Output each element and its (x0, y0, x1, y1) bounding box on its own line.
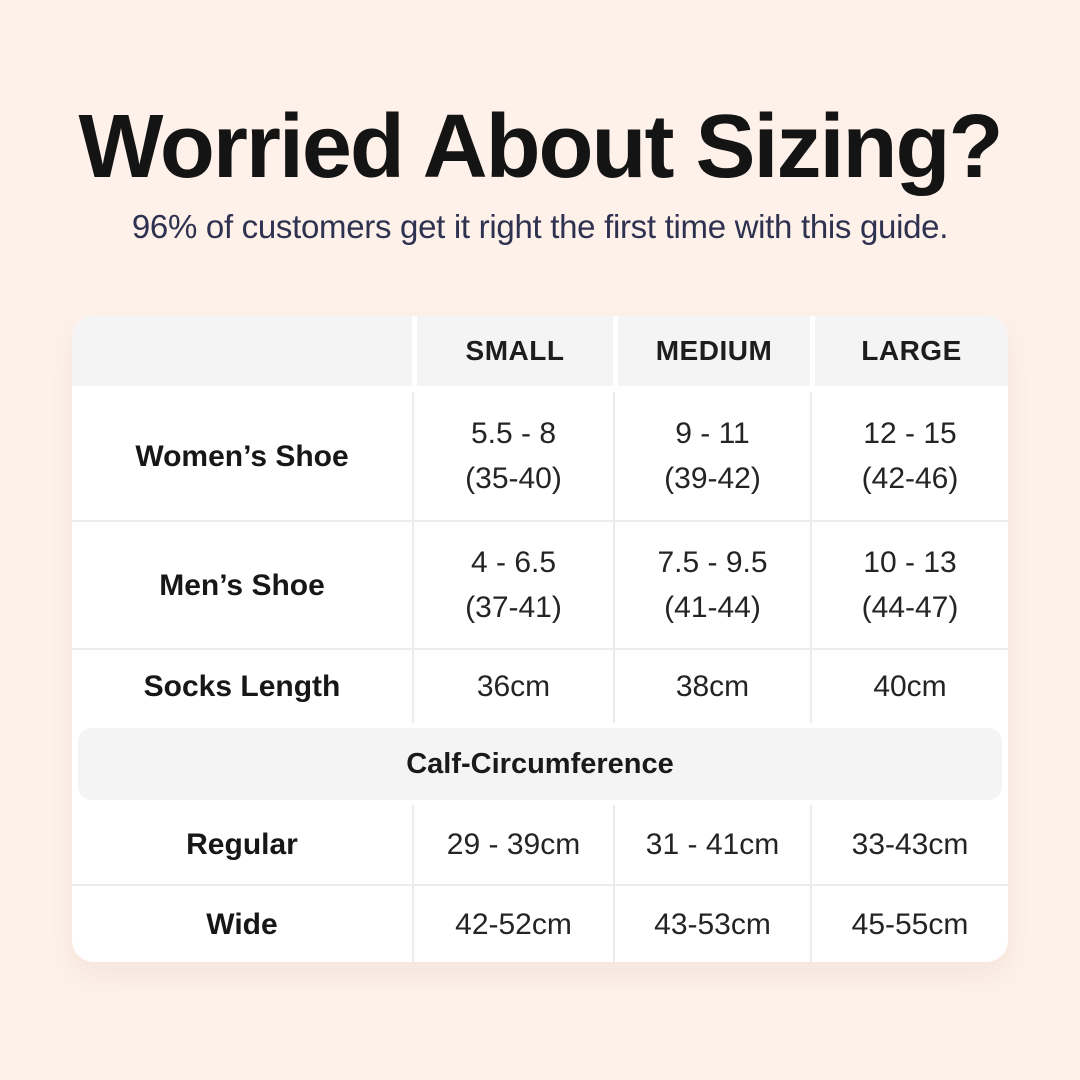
cell-line: 45-55cm (851, 907, 969, 941)
table-row-womens-shoe: Women’s Shoe 5.5 - 8 (35-40) 9 - 11 (39-… (72, 392, 1008, 520)
cell-regular-small: 29 - 39cm (412, 805, 613, 884)
cell-line: (41-44) (664, 591, 761, 624)
table-header-row: SMALL MEDIUM LARGE (72, 316, 1008, 386)
cell-line: (42-46) (861, 462, 959, 495)
cell-line: 4 - 6.5 (470, 546, 557, 579)
row-label-womens-shoe: Women’s Shoe (135, 439, 349, 473)
cell-line: 38cm (675, 670, 750, 703)
row-label-wide: Wide (206, 907, 278, 941)
header-cell-small: SMALL (412, 316, 613, 386)
table-row-socks-length: Socks Length 36cm 38cm 40cm (72, 648, 1008, 723)
header-cell-large: LARGE (810, 316, 1008, 386)
cell-line: 29 - 39cm (446, 828, 581, 861)
cell-line: 33-43cm (851, 828, 969, 861)
table-row-regular: Regular 29 - 39cm 31 - 41cm 33-43cm (72, 805, 1008, 884)
cell-womens-small: 5.5 - 8 (35-40) (412, 392, 613, 520)
page-subtitle: 96% of customers get it right the first … (131, 208, 949, 245)
cell-wide-small: 42-52cm (412, 886, 613, 962)
cell-line: 5.5 - 8 (470, 417, 557, 450)
cell-regular-medium: 31 - 41cm (613, 805, 810, 884)
cell-mens-large: 10 - 13 (44-47) (810, 522, 1008, 648)
section-banner-calf-circumference: Calf-Circumference (78, 728, 1002, 800)
cell-line: 7.5 - 9.5 (657, 546, 768, 579)
cell-wide-large: 45-55cm (810, 886, 1008, 962)
cell-line: (44-47) (861, 591, 959, 624)
size-guide-table: SMALL MEDIUM LARGE Women’s Shoe 5.5 - 8 … (72, 316, 1008, 962)
page-title: Worried About Sizing? (78, 97, 1004, 197)
cell-regular-large: 33-43cm (810, 805, 1008, 884)
table-row-wide: Wide 42-52cm 43-53cm 45-55cm (72, 884, 1008, 962)
cell-line: 36cm (476, 670, 551, 703)
cell-womens-medium: 9 - 11 (39-42) (613, 392, 810, 520)
cell-line: (37-41) (465, 591, 562, 624)
cell-line: 10 - 13 (863, 546, 957, 579)
cell-socks-small: 36cm (412, 650, 613, 723)
cell-socks-medium: 38cm (613, 650, 810, 723)
cell-line: 40cm (873, 670, 947, 703)
cell-line: 43-53cm (654, 907, 771, 941)
row-label-mens-shoe: Men’s Shoe (159, 568, 325, 602)
cell-wide-medium: 43-53cm (613, 886, 810, 962)
cell-line: 9 - 11 (675, 417, 750, 450)
cell-line: (39-42) (664, 462, 761, 495)
cell-line: 42-52cm (455, 907, 572, 941)
cell-line: 12 - 15 (863, 417, 957, 450)
cell-line: (35-40) (465, 462, 562, 495)
row-label-regular: Regular (186, 828, 298, 861)
cell-womens-large: 12 - 15 (42-46) (810, 392, 1008, 520)
table-row-mens-shoe: Men’s Shoe 4 - 6.5 (37-41) 7.5 - 9.5 (41… (72, 520, 1008, 648)
row-label-socks-length: Socks Length (143, 670, 341, 703)
header-cell-medium: MEDIUM (613, 316, 810, 386)
cell-socks-large: 40cm (810, 650, 1008, 723)
cell-mens-medium: 7.5 - 9.5 (41-44) (613, 522, 810, 648)
header-cell-empty (72, 316, 412, 386)
cell-line: 31 - 41cm (645, 828, 780, 861)
cell-mens-small: 4 - 6.5 (37-41) (412, 522, 613, 648)
